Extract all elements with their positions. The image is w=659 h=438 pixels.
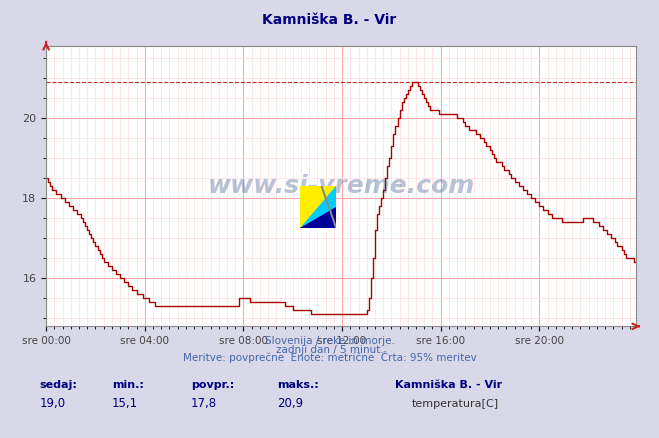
Text: Kamniška B. - Vir: Kamniška B. - Vir [395, 380, 503, 390]
Polygon shape [300, 207, 336, 228]
Text: sedaj:: sedaj: [40, 380, 77, 390]
Text: 17,8: 17,8 [191, 397, 217, 410]
Text: 15,1: 15,1 [112, 397, 138, 410]
Text: Meritve: povprečne  Enote: metrične  Črta: 95% meritev: Meritve: povprečne Enote: metrične Črta:… [183, 351, 476, 364]
Text: zadnji dan / 5 minut.: zadnji dan / 5 minut. [275, 345, 384, 355]
Text: Slovenija / reke in morje.: Slovenija / reke in morje. [264, 336, 395, 346]
Text: www.si-vreme.com: www.si-vreme.com [208, 174, 474, 198]
Text: 19,0: 19,0 [40, 397, 66, 410]
Text: povpr.:: povpr.: [191, 380, 235, 390]
Polygon shape [300, 186, 336, 228]
Text: temperatura[C]: temperatura[C] [412, 399, 499, 410]
Text: 20,9: 20,9 [277, 397, 303, 410]
Text: min.:: min.: [112, 380, 144, 390]
Text: maks.:: maks.: [277, 380, 318, 390]
Polygon shape [300, 186, 336, 228]
Text: Kamniška B. - Vir: Kamniška B. - Vir [262, 13, 397, 27]
